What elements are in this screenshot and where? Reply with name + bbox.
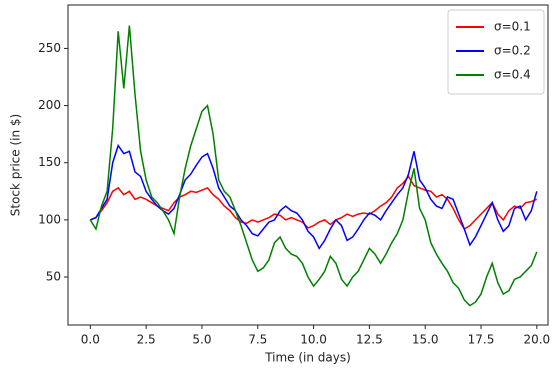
plot-frame xyxy=(67,4,549,326)
y-tick-label: 150 xyxy=(38,155,61,169)
x-tick-label: 10.0 xyxy=(300,333,327,347)
y-axis-label: Stock price (in $) xyxy=(9,114,23,216)
y-tick-label: 200 xyxy=(38,98,61,112)
series-line xyxy=(90,143,538,250)
legend-label: σ=0.2 xyxy=(494,44,531,58)
y-tick-label: 100 xyxy=(38,212,61,226)
series-line xyxy=(89,25,538,307)
x-tick-label: 5.0 xyxy=(192,333,211,347)
x-axis-label: Time (in days) xyxy=(264,351,351,365)
x-tick-label: 20.0 xyxy=(523,333,550,347)
y-tick-label: 50 xyxy=(46,270,61,284)
x-tick-label: 0.0 xyxy=(81,333,100,347)
x-tick-label: 12.5 xyxy=(356,333,383,347)
x-tick-label: 15.0 xyxy=(412,333,439,347)
x-tick-label: 2.5 xyxy=(137,333,156,347)
legend-box xyxy=(447,9,545,95)
x-tick-label: 17.5 xyxy=(468,333,495,347)
legend-label: σ=0.1 xyxy=(494,20,531,34)
x-tick-label: 7.5 xyxy=(248,333,267,347)
legend-label: σ=0.4 xyxy=(494,68,531,82)
y-tick-label: 250 xyxy=(38,41,61,55)
